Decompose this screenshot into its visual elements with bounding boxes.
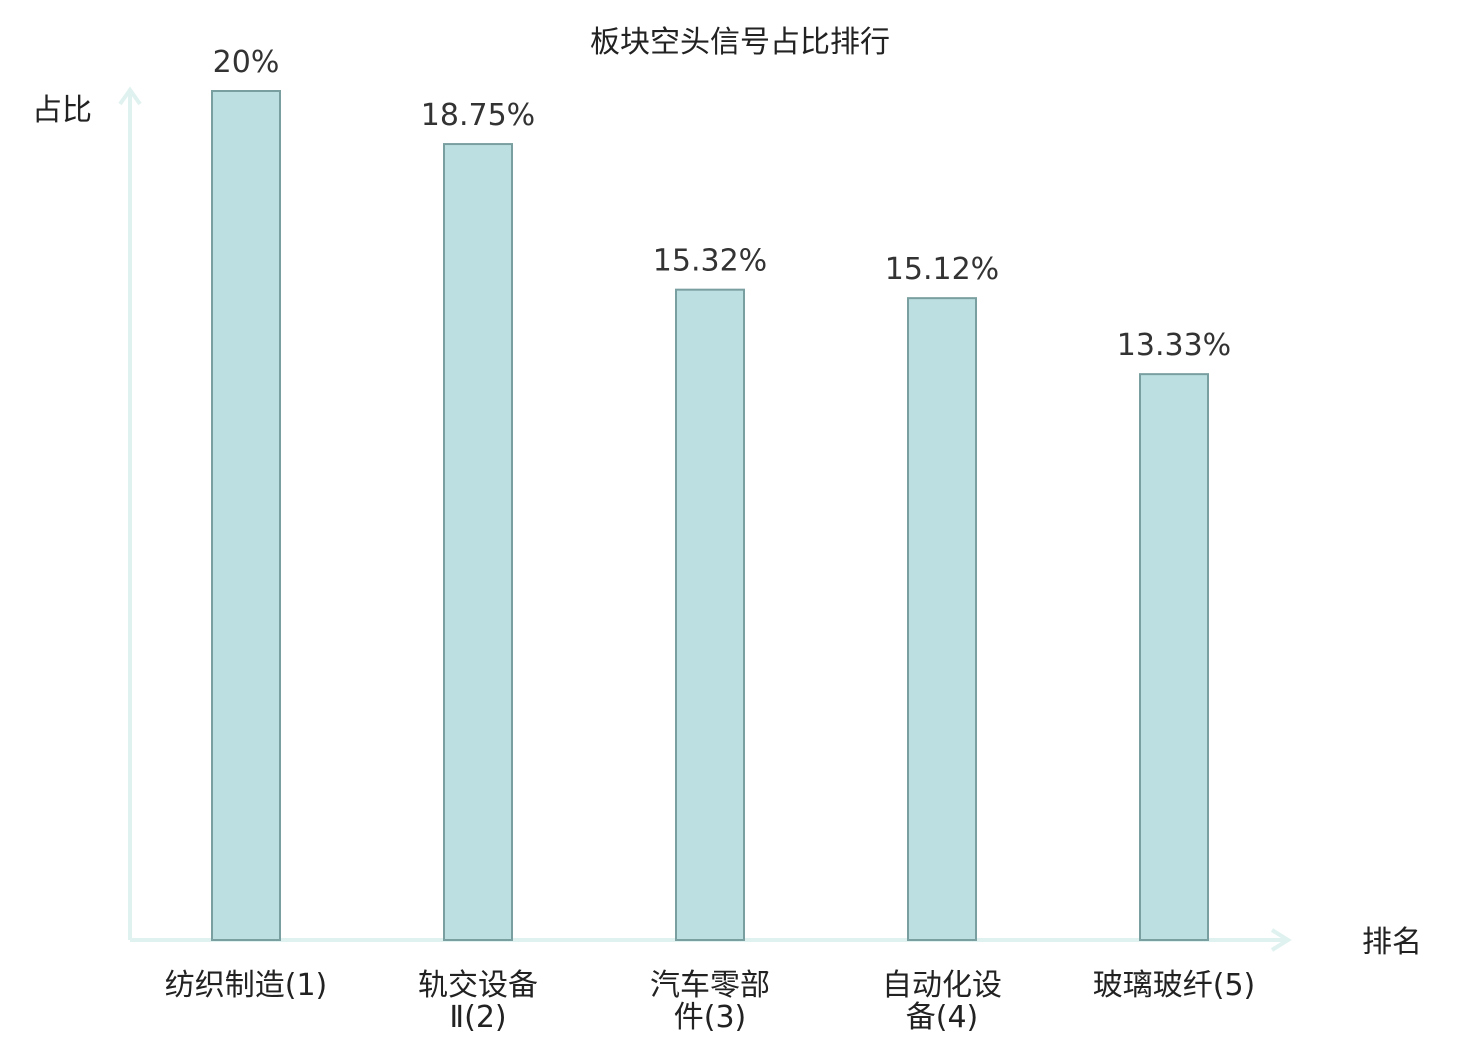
category-label-4-line-1: 自动化设 bbox=[882, 968, 1002, 1003]
y-axis-arrow-icon bbox=[118, 86, 142, 106]
bar-4 bbox=[907, 297, 977, 941]
value-label-4: 15.12% bbox=[885, 252, 999, 287]
value-label-5: 13.33% bbox=[1117, 328, 1231, 363]
value-label-3: 15.32% bbox=[653, 244, 767, 279]
bar-2 bbox=[443, 143, 513, 941]
bar-3 bbox=[675, 288, 745, 941]
x-axis-title: 排名 bbox=[1362, 925, 1422, 960]
bar-5 bbox=[1139, 373, 1209, 942]
category-label-2-line-2: Ⅱ(2) bbox=[449, 1000, 506, 1035]
category-label-5: 玻璃玻纤(5) bbox=[1093, 968, 1256, 1003]
chart-title: 板块空头信号占比排行 bbox=[590, 25, 890, 60]
value-labels-group: 20% 18.75% 15.32% 15.12% 13.33% bbox=[213, 45, 1232, 363]
y-axis-title: 占比 bbox=[32, 93, 92, 128]
category-label-3-line-2: 件(3) bbox=[674, 1000, 747, 1035]
category-label-3-line-1: 汽车零部 bbox=[650, 968, 770, 1003]
category-label-1: 纺织制造(1) bbox=[165, 968, 328, 1003]
category-label-2-line-1: 轨交设备 bbox=[418, 968, 538, 1003]
x-axis-arrow-icon bbox=[1270, 928, 1292, 952]
bar-1 bbox=[211, 90, 281, 941]
category-label-4-line-2: 备(4) bbox=[906, 1000, 979, 1035]
value-label-1: 20% bbox=[213, 45, 280, 80]
value-label-2: 18.75% bbox=[421, 98, 535, 133]
bars-group bbox=[211, 90, 1209, 942]
